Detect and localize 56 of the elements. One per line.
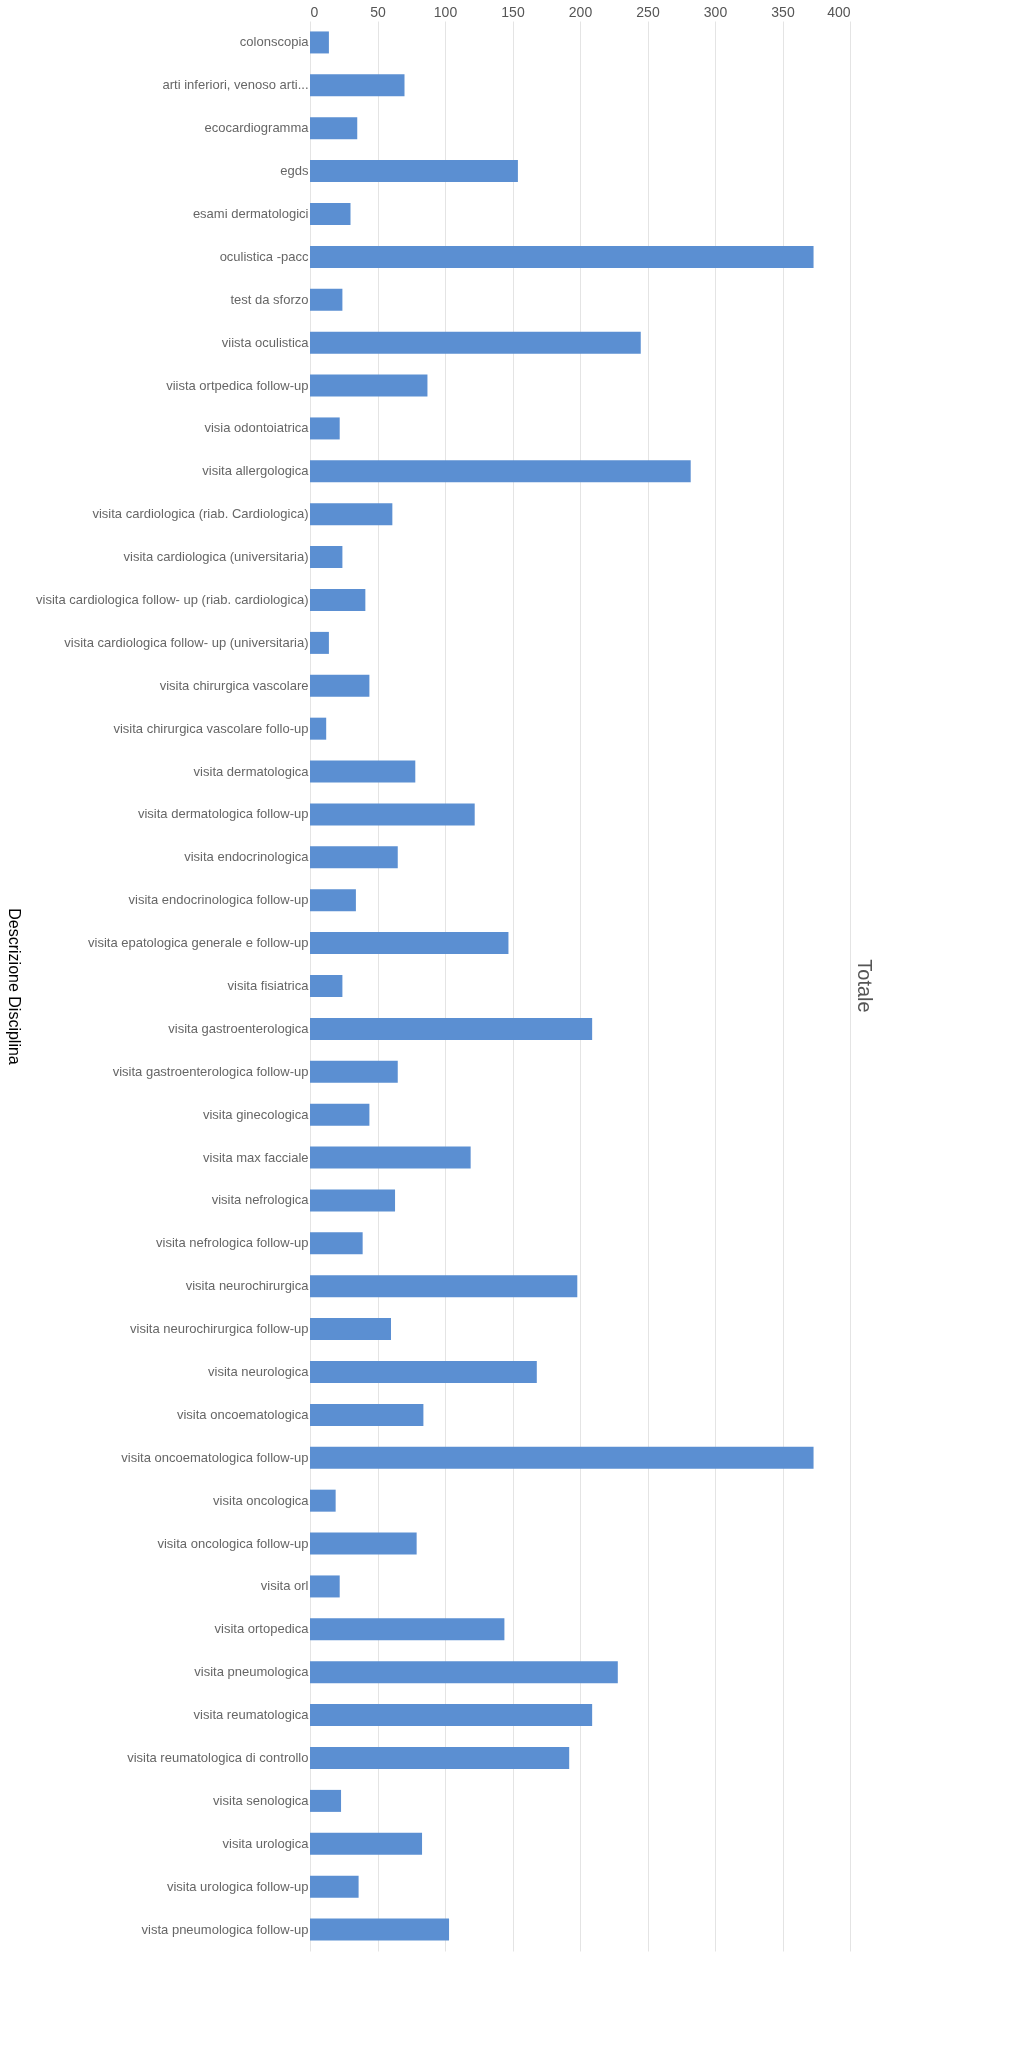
x-tick-label: 400 bbox=[827, 3, 851, 20]
y-tick-label: visita epatologica generale e follow-up bbox=[88, 935, 309, 951]
y-tick-label: visita cardiologica (universitaria) bbox=[123, 549, 309, 565]
y-tick-label: visita nefrologica follow-up bbox=[156, 1235, 309, 1251]
x-tick-label: 350 bbox=[771, 3, 795, 20]
y-tick-label: egds bbox=[280, 163, 309, 179]
y-tick-label: visita ginecologica bbox=[202, 1106, 310, 1122]
x-tick-label: 200 bbox=[568, 3, 593, 20]
y-tick-label: vista pneumologica follow-up bbox=[141, 1921, 309, 1937]
y-tick-label: visita endocrinologica follow-up bbox=[128, 892, 309, 908]
y-tick-label: viista oculistica bbox=[221, 334, 310, 350]
y-tick-label: visita chirurgica vascolare bbox=[159, 677, 309, 693]
y-tick-label: visita orl bbox=[260, 1578, 309, 1594]
y-tick-label: visita reumatologica di controllo bbox=[127, 1750, 309, 1765]
y-tick-label: visita neurologica bbox=[208, 1364, 310, 1379]
y-tick-label: visita fisiatrica bbox=[227, 978, 310, 993]
y-tick-label: visita gastroenterologica bbox=[168, 1020, 310, 1036]
y-tick-label: oculistica -pacc bbox=[219, 248, 309, 264]
x-tick-label: 100 bbox=[433, 3, 458, 20]
x-tick-label: 50 bbox=[370, 3, 386, 20]
y-tick-label: test da sforzo bbox=[230, 291, 309, 307]
y-tick-label: visita oncologica bbox=[213, 1492, 310, 1508]
y-tick-label: visita reumatologica bbox=[193, 1707, 310, 1723]
y-tick-label: visita endocrinologica bbox=[184, 849, 310, 865]
y-tick-label: visita dermatologica bbox=[193, 763, 310, 779]
x-tick-label: 250 bbox=[636, 3, 660, 20]
y-tick-label: esami dermatologici bbox=[192, 206, 309, 221]
x-tick-label: 300 bbox=[703, 3, 728, 20]
y-tick-label: ecocardiogramma bbox=[204, 120, 310, 136]
x-tick-label: 0 bbox=[310, 3, 319, 20]
y-tick-label: visita nefrologica bbox=[211, 1192, 310, 1208]
y-tick-label: visita neurochirurgica bbox=[185, 1278, 310, 1294]
y-tick-label: viista ortpedica follow-up bbox=[166, 377, 309, 393]
y-tick-label: visita chirurgica vascolare follo-up bbox=[113, 720, 309, 736]
y-tick-label: visita ortopedica bbox=[214, 1621, 310, 1637]
y-tick-label: visia odontoiatrica bbox=[204, 420, 310, 436]
y-tick-label: visita pneumologica bbox=[194, 1664, 310, 1680]
y-tick-label: visita gastroenterologica follow-up bbox=[112, 1063, 309, 1079]
y-axis-title: Descrizione Disciplina bbox=[5, 908, 23, 1065]
y-tick-label: visita urologica bbox=[222, 1835, 310, 1851]
y-tick-label: colonscopia bbox=[239, 34, 310, 50]
y-tick-label: visita dermatologica follow-up bbox=[137, 806, 309, 822]
y-tick-label: arti inferiori, venoso arti... bbox=[162, 77, 309, 93]
y-tick-label: visita oncoematologica bbox=[176, 1406, 310, 1422]
y-tick-label: visita urologica follow-up bbox=[166, 1878, 309, 1894]
y-tick-label: visita oncologica follow-up bbox=[157, 1535, 309, 1551]
y-tick-label: visita max facciale bbox=[203, 1149, 309, 1165]
y-tick-label: visita allergologica bbox=[202, 463, 310, 479]
y-tick-label: visita senologica bbox=[213, 1792, 310, 1808]
y-tick-label: visita neurochirurgica follow-up bbox=[130, 1321, 309, 1337]
y-tick-label: visita cardiologica (riab. Cardiologica) bbox=[92, 506, 309, 522]
y-tick-label: visita oncoematologica follow-up bbox=[121, 1449, 309, 1465]
text: Totale bbox=[854, 959, 876, 1013]
y-tick-label: visita cardiologica follow- up (riab. cardiologica) bbox=[36, 592, 309, 607]
y-tick-label: visita cardiologica follow- up (universitaria) bbox=[64, 634, 309, 650]
x-tick-label: 150 bbox=[501, 3, 525, 20]
